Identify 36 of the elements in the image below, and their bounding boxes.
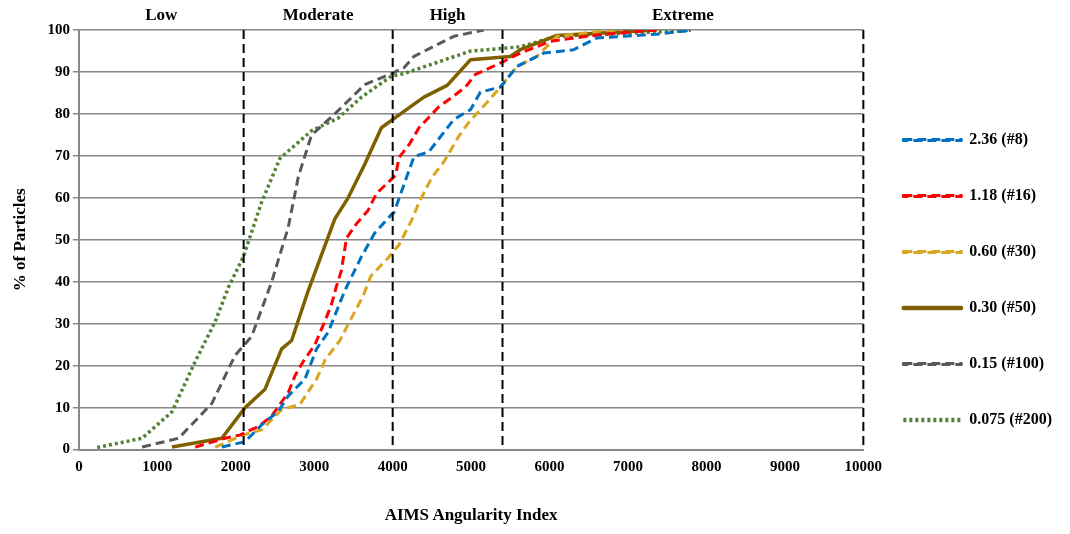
- y-tick-label: 100: [47, 20, 70, 37]
- legend-label: 0.075 (#200): [969, 410, 1052, 429]
- x-axis-title: AIMS Angularity Index: [384, 505, 559, 525]
- y-tick-label: 40: [54, 272, 70, 289]
- x-tick-label: 7000: [613, 458, 644, 475]
- y-tick-label: 30: [54, 314, 70, 331]
- x-tick-label: 4000: [377, 458, 408, 475]
- legend-label: 2.36 (#8): [969, 130, 1028, 149]
- text: Low: [145, 4, 179, 24]
- text: Extreme: [651, 4, 715, 24]
- line-series: [140, 30, 486, 449]
- y-tick-label: 70: [54, 146, 70, 163]
- text: High: [429, 4, 467, 24]
- y-tick-label: 90: [54, 62, 70, 79]
- x-tick-label: 10000: [844, 458, 883, 475]
- y-tick-label: 20: [54, 356, 70, 373]
- x-tick-label: 3000: [299, 458, 330, 475]
- text: Moderate: [282, 4, 354, 24]
- y-tick-label: 10: [54, 398, 70, 415]
- legend-label: 0.15 (#100): [969, 354, 1044, 373]
- legend-label: 0.30 (#50): [969, 298, 1036, 317]
- x-tick-label: 1000: [142, 458, 173, 475]
- legend-label: 1.18 (#16): [969, 186, 1036, 205]
- x-tick-label: 5000: [456, 458, 487, 475]
- y-tick-label: 50: [54, 230, 70, 247]
- x-tick-label: 8000: [691, 458, 722, 475]
- x-tick-label: 6000: [534, 458, 565, 475]
- y-tick-label: 0: [62, 440, 70, 457]
- y-tick-label: 80: [54, 104, 70, 121]
- x-tick-label: 0: [75, 458, 83, 475]
- x-tick-label: 9000: [769, 458, 800, 475]
- line-series: [95, 30, 693, 450]
- legend-label: 0.60 (#30): [969, 242, 1036, 261]
- y-axis-title: % of Particles: [9, 187, 29, 292]
- y-tick-label: 60: [54, 188, 70, 205]
- x-tick-label: 2000: [220, 458, 251, 475]
